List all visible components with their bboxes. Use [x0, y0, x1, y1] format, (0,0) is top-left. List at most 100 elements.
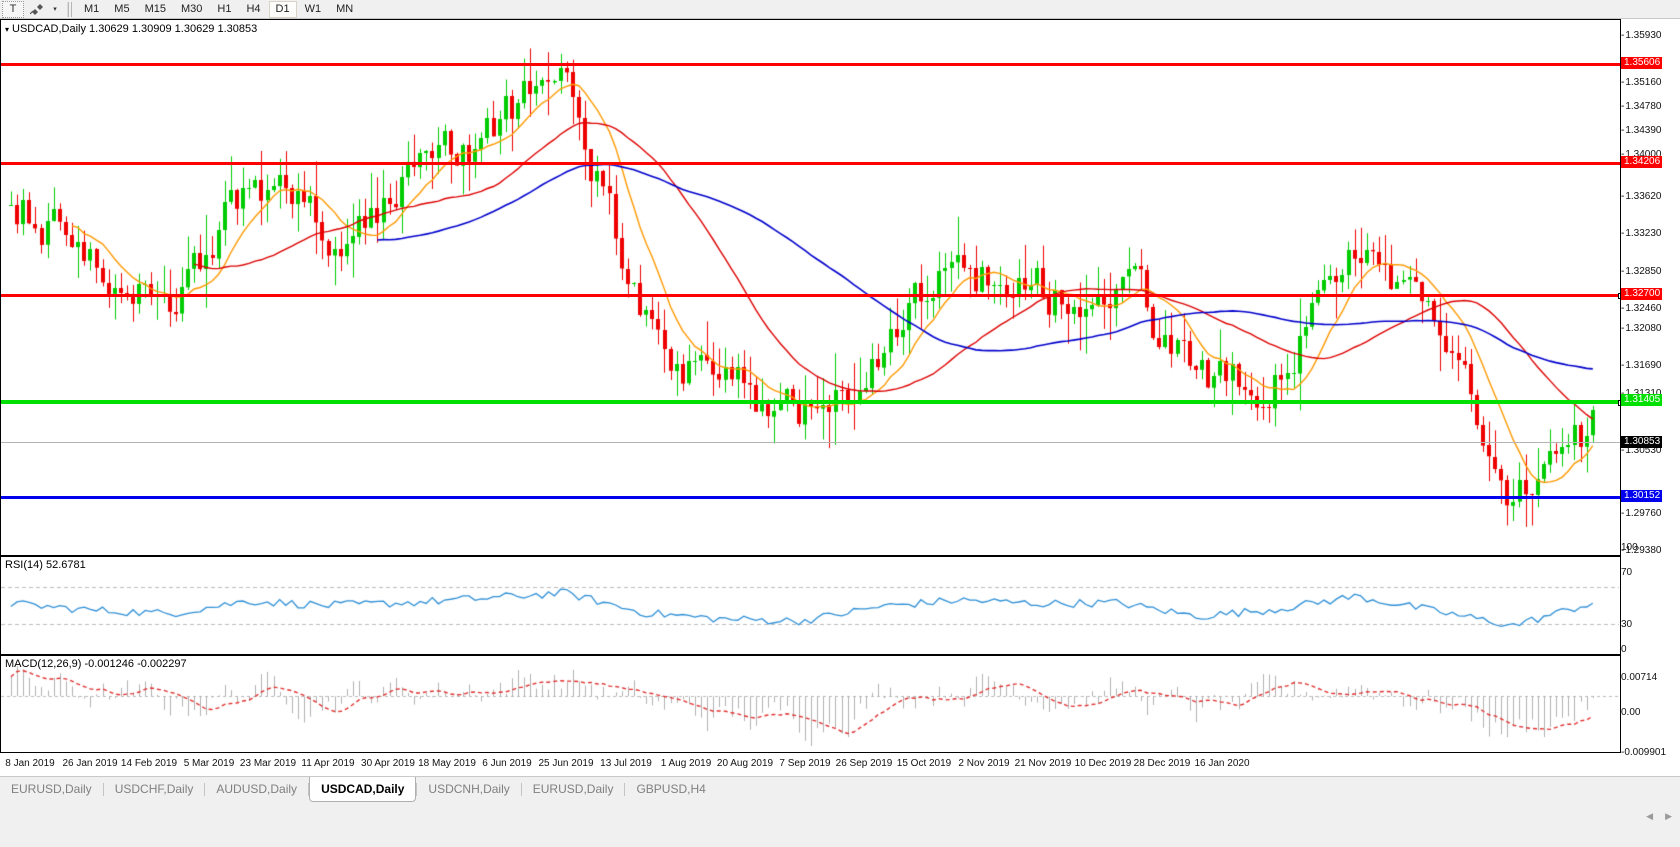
date-axis-label: 26 Sep 2019 — [835, 758, 893, 769]
date-axis[interactable]: 8 Jan 2019 26 Jan 2019 14 Feb 2019 5 Mar 20… — [0, 753, 1620, 776]
objects-tool-button[interactable] — [26, 1, 48, 18]
line-drag-handle[interactable] — [1618, 293, 1620, 299]
scroll-right-icon[interactable]: ▶ — [1665, 811, 1672, 821]
rsi-axis-tick: 0 — [1621, 645, 1627, 655]
macd-pane[interactable]: MACD(12,26,9) -0.001246 -0.002297 — [0, 655, 1620, 753]
macd-axis-tick-label: 0.00 — [1621, 707, 1641, 718]
chart-tab-gbpusd-h4[interactable]: GBPUSD,H4 — [625, 777, 716, 801]
date-axis-label: 28 Dec 2019 — [1133, 758, 1191, 769]
tab-separator — [624, 783, 626, 796]
rsi-axis-tick-label: 70 — [1621, 567, 1633, 578]
rsi-label: RSI(14) 52.6781 — [5, 559, 86, 571]
pivot-line[interactable] — [1, 496, 1620, 499]
price-axis-tick: -1.32850 — [1621, 266, 1662, 277]
chart-tab-eurusd-daily[interactable]: EURUSD,Daily — [522, 777, 625, 801]
chart-tab-eurusd-daily[interactable]: EURUSD,Daily — [0, 777, 103, 801]
price-axis-tick-label: 1.32460 — [1625, 303, 1662, 314]
price-level-value: 1.32700 — [1624, 288, 1661, 299]
price-axis-tick-label: 1.32850 — [1625, 266, 1662, 277]
chart-tabs: EURUSD,Daily USDCHF,Daily AUDUSD,Daily USDC… — [0, 777, 717, 803]
price-axis-tick: -1.30530 — [1621, 445, 1662, 456]
timeframe-label: M1 — [84, 3, 100, 15]
price-level-badge[interactable]: 1.34206 — [1621, 156, 1663, 168]
price-axis-tick: -1.29760 — [1621, 508, 1662, 519]
price-level-badge[interactable]: 1.30853 — [1621, 436, 1663, 448]
timeframe-h1[interactable]: H1 — [210, 1, 238, 18]
timeframe-w1[interactable]: W1 — [298, 1, 329, 18]
chart-tab-usdcnh-daily[interactable]: USDCNH,Daily — [417, 777, 520, 801]
date-axis-label: 6 Jun 2019 — [482, 758, 532, 769]
tab-scroll-controls[interactable]: ◀ ▶ — [1646, 811, 1672, 822]
price-axis-tick-label: 1.31690 — [1625, 360, 1662, 371]
price-axis-tick-label: 1.29380 — [1625, 545, 1662, 556]
price-axis-tick: -1.32080 — [1621, 323, 1662, 334]
timeframe-h4[interactable]: H4 — [239, 1, 267, 18]
price-level-badge[interactable]: 1.32700 — [1621, 288, 1663, 300]
support-line-1[interactable] — [1, 400, 1620, 406]
date-axis-label: 26 Jan 2019 — [62, 758, 118, 769]
date-axis-label: 7 Sep 2019 — [779, 758, 831, 769]
timeframe-label: MN — [336, 3, 354, 15]
price-axis-tick-label: 1.31310 — [1625, 388, 1661, 399]
objects-dropdown-caret[interactable]: ▾ — [49, 5, 61, 13]
date-axis-label: 18 May 2019 — [418, 758, 476, 769]
macd-axis-tick: -0.009901 — [1621, 748, 1666, 758]
text-tool-icon: T — [9, 3, 17, 15]
axis-scroll-thumb[interactable] — [1667, 22, 1677, 32]
chart-tab-label: USDCHF,Daily — [114, 782, 194, 796]
date-axis-label: 2 Nov 2019 — [958, 758, 1010, 769]
tab-separator — [308, 783, 310, 796]
tab-separator — [416, 783, 418, 796]
timeframe-d1[interactable]: D1 — [268, 0, 297, 18]
main-toolbar: T ▾ M1 M5 M15 M30 H1 H4 D1 W1 MN — [0, 0, 1680, 19]
resistance-line-1[interactable] — [1, 63, 1620, 66]
price-level-value: 1.31405 — [1624, 394, 1661, 405]
rsi-canvas — [1, 557, 1619, 654]
price-axis-tick: -1.33620 — [1621, 191, 1662, 202]
price-axis-tick: -1.33230 — [1621, 228, 1662, 239]
price-level-badge[interactable]: 1.30152 — [1621, 490, 1663, 502]
date-axis-label: 11 Apr 2019 — [301, 758, 355, 769]
timeframe-m1[interactable]: M1 — [77, 1, 106, 18]
price-level-badge[interactable]: 1.31405 — [1621, 394, 1663, 406]
macd-label: MACD(12,26,9) -0.001246 -0.002297 — [5, 658, 187, 670]
price-axis-tick: -1.34390 — [1621, 125, 1662, 136]
candlestick-canvas — [1, 20, 1619, 555]
chart-tab-usdcad-daily[interactable]: USDCAD,Daily — [309, 777, 417, 802]
chart-menu-caret[interactable]: ▾ — [5, 25, 10, 34]
resistance-line-3[interactable] — [1, 293, 1620, 299]
date-axis-label: 20 Aug 2019 — [716, 758, 774, 769]
price-axis[interactable]: -1.35930 -1.35160 -1.34780 -1.34390 -1.34000… — [1620, 19, 1680, 758]
price-level-value: 1.35606 — [1624, 57, 1661, 68]
resistance-line-2[interactable] — [1, 162, 1620, 165]
rsi-pane[interactable]: RSI(14) 52.6781 — [0, 556, 1620, 655]
price-axis-tick-label: 1.34780 — [1625, 101, 1662, 112]
chart-tab-audusd-daily[interactable]: AUDUSD,Daily — [205, 777, 308, 801]
chart-tab-label: EURUSD,Daily — [11, 782, 92, 796]
timeframe-m30[interactable]: M30 — [174, 1, 209, 18]
price-axis-tick: -1.34000 — [1621, 149, 1662, 160]
line-drag-handle[interactable] — [1618, 400, 1620, 406]
date-axis-label: 1 Aug 2019 — [660, 758, 712, 769]
timeframe-label: M30 — [180, 3, 203, 15]
price-level-value: 1.30152 — [1624, 490, 1661, 501]
date-axis-label: 30 Apr 2019 — [361, 758, 415, 769]
toolbar-drag-handle[interactable] — [67, 1, 73, 17]
timeframe-m15[interactable]: M15 — [138, 1, 173, 18]
price-chart-pane[interactable]: ▾ USDCAD,Daily 1.30629 1.30909 1.30629 1.… — [0, 19, 1620, 556]
macd-axis-tick-label: 0.00714 — [1621, 672, 1658, 683]
rsi-axis-tick: 70 — [1621, 568, 1632, 578]
chart-container[interactable]: ▾ USDCAD,Daily 1.30629 1.30909 1.30629 1.… — [0, 19, 1680, 776]
macd-axis-tick: 0.00 — [1621, 708, 1640, 718]
price-level-badge[interactable]: 1.35606 — [1621, 57, 1663, 69]
chart-tab-label: USDCNH,Daily — [428, 782, 510, 796]
timeframe-group: M1 M5 M15 M30 H1 H4 D1 W1 MN — [77, 0, 361, 18]
timeframe-m5[interactable]: M5 — [107, 1, 136, 18]
chart-tab-usdchf-daily[interactable]: USDCHF,Daily — [104, 777, 205, 801]
timeframe-label: H1 — [217, 3, 232, 15]
macd-canvas — [1, 656, 1619, 752]
price-level-value: 1.34206 — [1624, 156, 1661, 167]
scroll-left-icon[interactable]: ◀ — [1646, 811, 1654, 821]
timeframe-mn[interactable]: MN — [329, 1, 360, 18]
text-tool-button[interactable]: T — [2, 0, 24, 18]
